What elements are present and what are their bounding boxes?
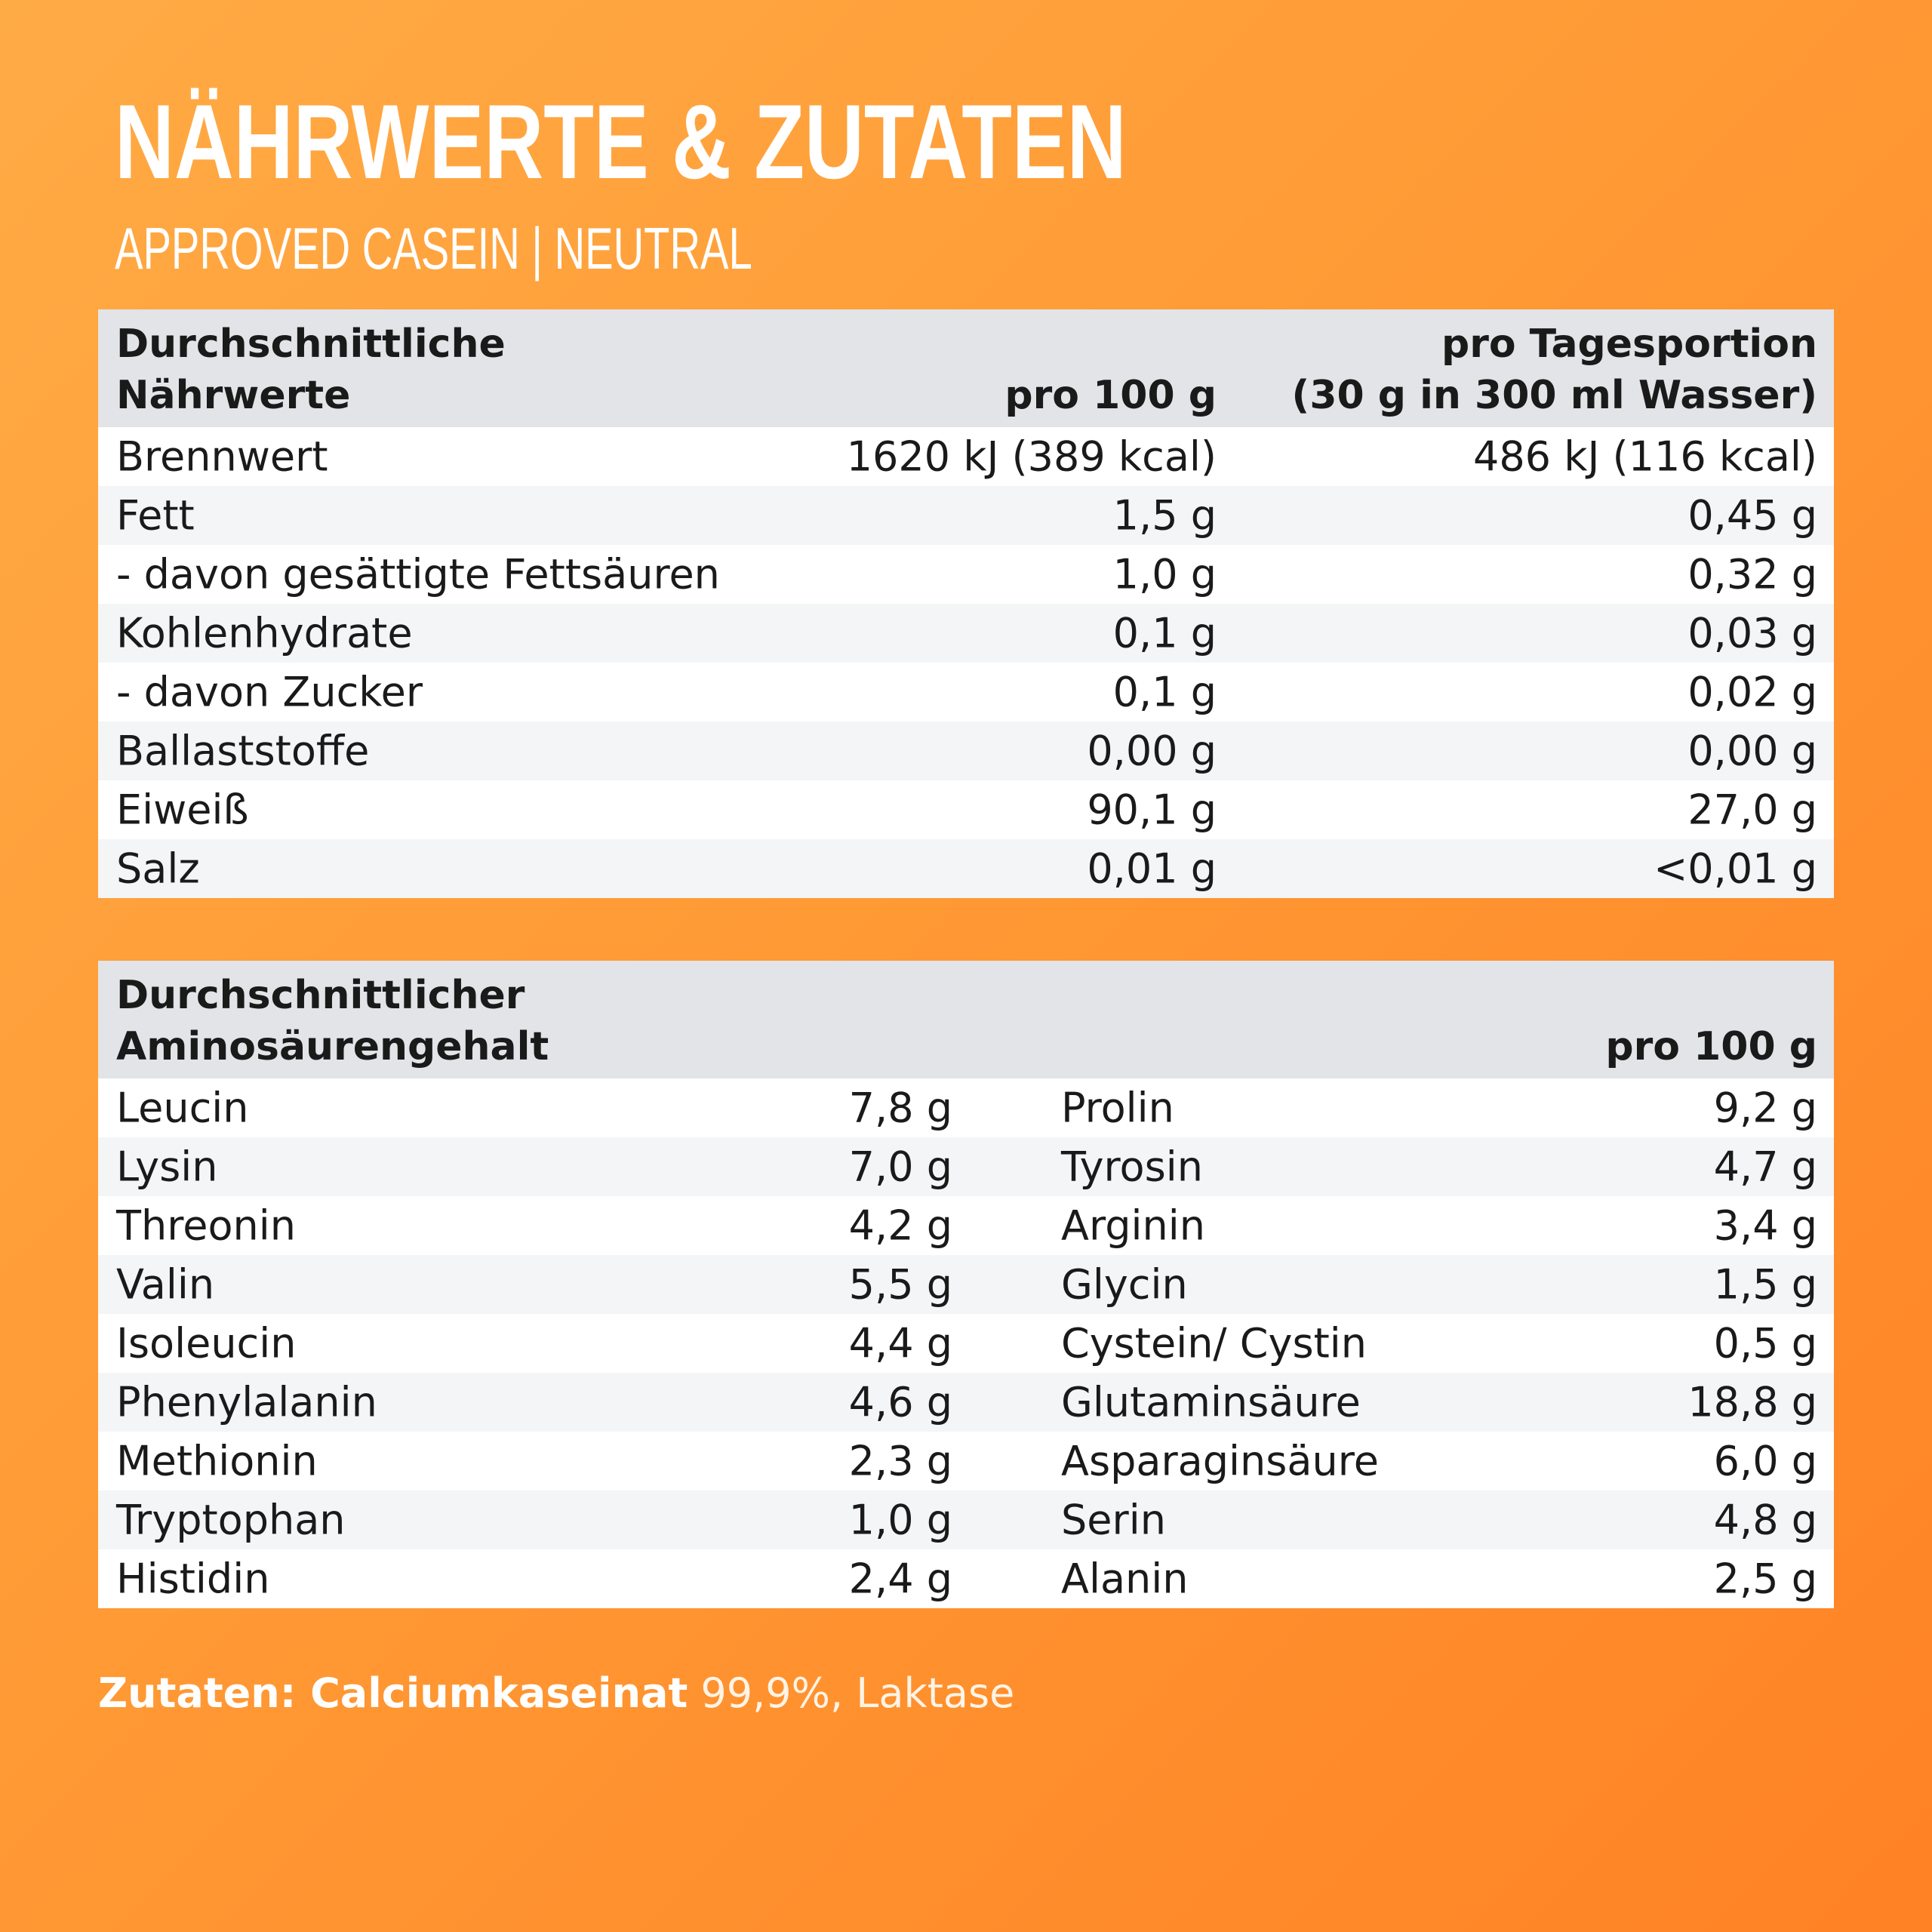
- amino-value: 2,5 g: [1713, 1555, 1817, 1603]
- amino-name: Prolin: [1061, 1084, 1174, 1132]
- table-row: Fett 1,5 g 0,45 g: [98, 486, 1834, 545]
- nutrient-label: Eiweiß: [116, 786, 249, 834]
- amino-value: 7,0 g: [848, 1143, 952, 1191]
- header-portion-line1: pro Tagesportion: [1441, 321, 1817, 367]
- amino-name: Glycin: [1061, 1260, 1188, 1309]
- table-row: - davon Zucker 0,1 g 0,02 g: [98, 663, 1834, 721]
- amino-name: Tryptophan: [116, 1496, 346, 1544]
- amino-name: Tyrosin: [1061, 1143, 1203, 1191]
- amino-value: 6,0 g: [1713, 1437, 1817, 1485]
- table-row: Tryptophan 1,0 g Serin 4,8 g: [98, 1491, 1834, 1549]
- amino-header-per100: pro 100 g: [1605, 1024, 1817, 1069]
- amino-value: 7,8 g: [848, 1084, 952, 1132]
- amino-name: Leucin: [116, 1084, 249, 1132]
- amino-value: 2,3 g: [848, 1437, 952, 1485]
- amino-value: 1,5 g: [1713, 1260, 1817, 1309]
- nutrient-per100: 1,0 g: [1112, 550, 1217, 598]
- table-row: Kohlenhydrate 0,1 g 0,03 g: [98, 604, 1834, 663]
- amino-name: Isoleucin: [116, 1319, 297, 1367]
- table-row: Threonin 4,2 g Arginin 3,4 g: [98, 1196, 1834, 1255]
- nutrient-per100: 0,01 g: [1087, 844, 1217, 893]
- page-title: NÄHRWERTE & ZUTATEN: [115, 82, 1127, 201]
- nutrient-per100: 1620 kJ (389 kcal): [846, 432, 1217, 481]
- amino-name: Methionin: [116, 1437, 318, 1485]
- amino-name: Lysin: [116, 1143, 218, 1191]
- ingredients-label: Zutaten: Calciumkaseinat: [98, 1669, 688, 1717]
- amino-value: 9,2 g: [1713, 1084, 1817, 1132]
- amino-name: Cystein/ Cystin: [1061, 1319, 1367, 1367]
- nutrient-per100: 90,1 g: [1087, 786, 1217, 834]
- nutrient-portion: 0,45 g: [1687, 491, 1817, 540]
- amino-value: 2,4 g: [848, 1555, 952, 1603]
- nutrient-per100: 0,1 g: [1112, 668, 1217, 716]
- amino-name: Phenylalanin: [116, 1378, 377, 1426]
- amino-value: 4,7 g: [1713, 1143, 1817, 1191]
- table-row: Ballaststoffe 0,00 g 0,00 g: [98, 721, 1834, 780]
- amino-header-line2: Aminosäurengehalt: [116, 1024, 549, 1069]
- table-row: Methionin 2,3 g Asparaginsäure 6,0 g: [98, 1432, 1834, 1491]
- amino-value: 4,4 g: [848, 1319, 952, 1367]
- nutrient-portion: <0,01 g: [1654, 844, 1817, 893]
- nutrition-table: Durchschnittliche Nährwerte pro 100 g pr…: [98, 309, 1834, 898]
- amino-table: Durchschnittlicher Aminosäurengehalt pro…: [98, 961, 1834, 1608]
- table-row: Brennwert 1620 kJ (389 kcal) 486 kJ (116 k…: [98, 427, 1834, 486]
- nutrient-label: Brennwert: [116, 432, 328, 481]
- ingredients-line: Zutaten: Calciumkaseinat 99,9%, Laktase: [98, 1669, 1014, 1717]
- nutrition-table-header: Durchschnittliche Nährwerte pro 100 g pr…: [98, 309, 1834, 427]
- table-row: Eiweiß 90,1 g 27,0 g: [98, 780, 1834, 839]
- nutrient-portion: 486 kJ (116 kcal): [1472, 432, 1817, 481]
- header-label-line2: Nährwerte: [116, 373, 351, 418]
- table-row: - davon gesättigte Fettsäuren 1,0 g 0,32 g: [98, 545, 1834, 604]
- amino-value: 3,4 g: [1713, 1201, 1817, 1250]
- amino-value: 4,2 g: [848, 1201, 952, 1250]
- header-per100: pro 100 g: [1004, 373, 1217, 418]
- amino-name: Asparaginsäure: [1061, 1437, 1379, 1485]
- nutrient-portion: 27,0 g: [1687, 786, 1817, 834]
- table-row: Lysin 7,0 g Tyrosin 4,7 g: [98, 1137, 1834, 1196]
- table-row: Salz 0,01 g <0,01 g: [98, 839, 1834, 898]
- amino-name: Alanin: [1061, 1555, 1189, 1603]
- header-label-line1: Durchschnittliche: [116, 321, 506, 367]
- nutrient-label: Ballaststoffe: [116, 727, 370, 775]
- nutrition-rows: Brennwert 1620 kJ (389 kcal) 486 kJ (116 k…: [98, 427, 1834, 898]
- nutrient-label: Salz: [116, 844, 200, 893]
- table-row: Valin 5,5 g Glycin 1,5 g: [98, 1255, 1834, 1314]
- amino-rows: Leucin 7,8 g Prolin 9,2 g Lysin 7,0 g Tyrosin 4…: [98, 1078, 1834, 1608]
- amino-value: 18,8 g: [1687, 1378, 1817, 1426]
- amino-value: 5,5 g: [848, 1260, 952, 1309]
- nutrient-label: Fett: [116, 491, 195, 540]
- nutrient-per100: 0,1 g: [1112, 609, 1217, 657]
- nutrient-portion: 0,32 g: [1687, 550, 1817, 598]
- nutrient-label: - davon gesättigte Fettsäuren: [116, 550, 720, 598]
- amino-value: 1,0 g: [848, 1496, 952, 1544]
- nutrient-per100: 1,5 g: [1112, 491, 1217, 540]
- amino-name: Valin: [116, 1260, 215, 1309]
- ingredients-rest: 99,9%, Laktase: [688, 1669, 1015, 1717]
- nutrient-label: - davon Zucker: [116, 668, 423, 716]
- nutrient-portion: 0,02 g: [1687, 668, 1817, 716]
- table-row: Histidin 2,4 g Alanin 2,5 g: [98, 1549, 1834, 1608]
- amino-table-header: Durchschnittlicher Aminosäurengehalt pro…: [98, 961, 1834, 1078]
- amino-value: 0,5 g: [1713, 1319, 1817, 1367]
- amino-name: Glutaminsäure: [1061, 1378, 1361, 1426]
- amino-value: 4,6 g: [848, 1378, 952, 1426]
- nutrient-per100: 0,00 g: [1087, 727, 1217, 775]
- amino-name: Histidin: [116, 1555, 270, 1603]
- table-row: Phenylalanin 4,6 g Glutaminsäure 18,8 g: [98, 1373, 1834, 1432]
- amino-header-line1: Durchschnittlicher: [116, 973, 525, 1018]
- amino-value: 4,8 g: [1713, 1496, 1817, 1544]
- amino-name: Serin: [1061, 1496, 1166, 1544]
- table-row: Leucin 7,8 g Prolin 9,2 g: [98, 1078, 1834, 1137]
- table-row: Isoleucin 4,4 g Cystein/ Cystin 0,5 g: [98, 1314, 1834, 1373]
- amino-name: Arginin: [1061, 1201, 1205, 1250]
- nutrient-portion: 0,03 g: [1687, 609, 1817, 657]
- page-subtitle: APPROVED CASEIN | NEUTRAL: [115, 215, 752, 281]
- amino-name: Threonin: [116, 1201, 296, 1250]
- nutrient-portion: 0,00 g: [1687, 727, 1817, 775]
- nutrient-label: Kohlenhydrate: [116, 609, 413, 657]
- header-portion-line2: (30 g in 300 ml Wasser): [1291, 373, 1817, 418]
